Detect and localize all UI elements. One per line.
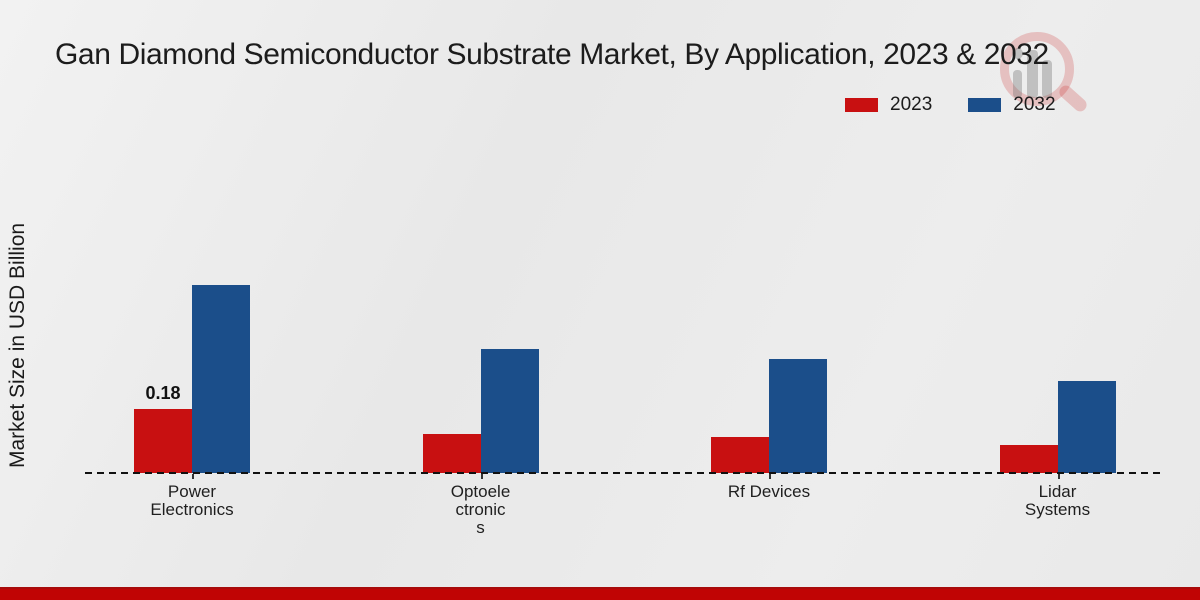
axis-tick xyxy=(1057,474,1060,479)
legend-label-2023: 2023 xyxy=(890,94,933,115)
category-label-power-electronics: Power Electronics xyxy=(150,482,234,519)
legend-item-2032: 2032 xyxy=(968,94,1056,116)
category-label-lidar-systems: Lidar Systems xyxy=(1024,482,1091,519)
bar-2023-lidar-systems xyxy=(999,445,1058,473)
bar-2023-optoelectronics xyxy=(422,434,481,473)
watermark-bar-icon xyxy=(1013,70,1022,98)
bar-2032-lidar-systems xyxy=(1057,381,1116,473)
footer-accent-bar xyxy=(0,587,1200,600)
category-label-optoelectronics: Optoele ctronic s xyxy=(450,482,511,537)
bar-2023-rf-devices xyxy=(711,437,769,473)
watermark-dot-icon xyxy=(1012,48,1023,59)
bar-value-label: 0.18 xyxy=(145,383,181,403)
bar-2023-power-electronics xyxy=(134,409,192,473)
legend-swatch-2032 xyxy=(968,98,1002,112)
axis-tick xyxy=(192,474,194,479)
watermark-bar-icon xyxy=(1027,50,1038,98)
watermark-bar-icon xyxy=(1042,60,1052,98)
axis-tick xyxy=(480,474,483,479)
x-axis-baseline xyxy=(85,472,1163,474)
magnifier-ring-icon xyxy=(1000,32,1074,106)
bar-2032-power-electronics xyxy=(192,285,250,473)
legend: 2023 2032 xyxy=(845,94,1056,116)
legend-label-2032: 2032 xyxy=(1013,94,1056,115)
category-label-rf-devices: Rf Devices xyxy=(727,482,811,501)
legend-item-2023: 2023 xyxy=(845,94,932,116)
axis-tick xyxy=(769,474,771,479)
chart-title: Gan Diamond Semiconductor Substrate Mark… xyxy=(55,38,1049,71)
y-axis-label: Market Size in USD Billion xyxy=(6,222,29,468)
magnifier-watermark xyxy=(1000,26,1100,126)
legend-swatch-2023 xyxy=(845,98,878,112)
bar-2032-optoelectronics xyxy=(480,349,539,473)
bar-2032-rf-devices xyxy=(769,359,827,473)
